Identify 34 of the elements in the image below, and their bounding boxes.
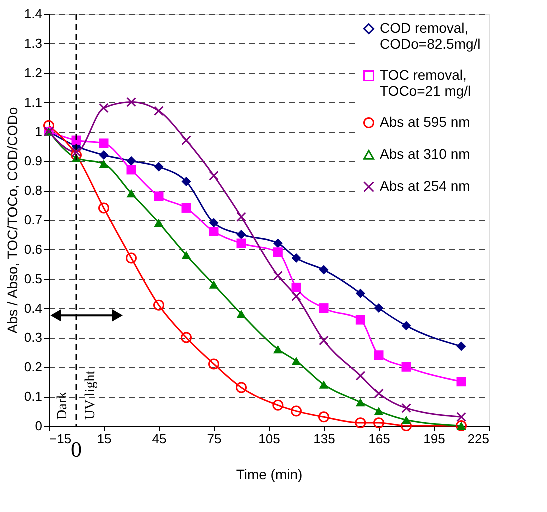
y-tick-label: 1.4 xyxy=(24,6,42,22)
x-tick-label: 195 xyxy=(424,432,446,446)
y-tick-label: 1.1 xyxy=(24,94,42,110)
legend-label: Abs at 310 nm xyxy=(380,146,470,162)
x-tick-label: 15 xyxy=(97,432,112,446)
y-tick-label: 0.7 xyxy=(24,212,42,228)
x-tick-label: 75 xyxy=(207,432,222,446)
x-tick-label: −15 xyxy=(50,432,72,446)
x-tick-label: 105 xyxy=(258,432,280,446)
x-tick-label: 165 xyxy=(368,432,390,446)
annotation: Dark xyxy=(56,392,70,420)
y-tick-label: 0.1 xyxy=(24,389,42,404)
legend-label: TOC removal, TOCo=21 mg/l xyxy=(380,67,472,99)
y-tick-label: 1.3 xyxy=(24,36,42,51)
y-tick-label: 0.6 xyxy=(24,242,42,257)
y-tick-label: 0.2 xyxy=(24,360,42,375)
y-tick-label: 1.2 xyxy=(24,65,42,80)
legend-label: COD removal, CODo=82.5mg/l xyxy=(380,20,481,52)
y-tick-label: 0.5 xyxy=(24,271,42,286)
y-tick-label: 0.9 xyxy=(24,154,42,169)
y-axis-title: Abs / Abso, TOC/TOCo, COD/CODo xyxy=(4,107,20,334)
y-tick-label: 0.3 xyxy=(24,330,42,346)
y-tick-label: 1 xyxy=(35,124,42,140)
x-tick-label: 225 xyxy=(468,432,490,446)
x-axis-title: Time (min) xyxy=(236,466,303,482)
y-tick-label: 0.4 xyxy=(24,300,42,316)
legend-label: Abs at 254 nm xyxy=(380,178,470,194)
annotation: UV light xyxy=(84,370,98,420)
y-tick-label: 0 xyxy=(35,418,42,434)
legend-label: Abs at 595 nm xyxy=(380,114,470,130)
y-tick-label: 0.8 xyxy=(24,183,42,198)
ref-line-label: 0 xyxy=(71,437,82,462)
x-tick-label: 45 xyxy=(152,432,167,446)
x-tick-label: 135 xyxy=(314,432,336,446)
